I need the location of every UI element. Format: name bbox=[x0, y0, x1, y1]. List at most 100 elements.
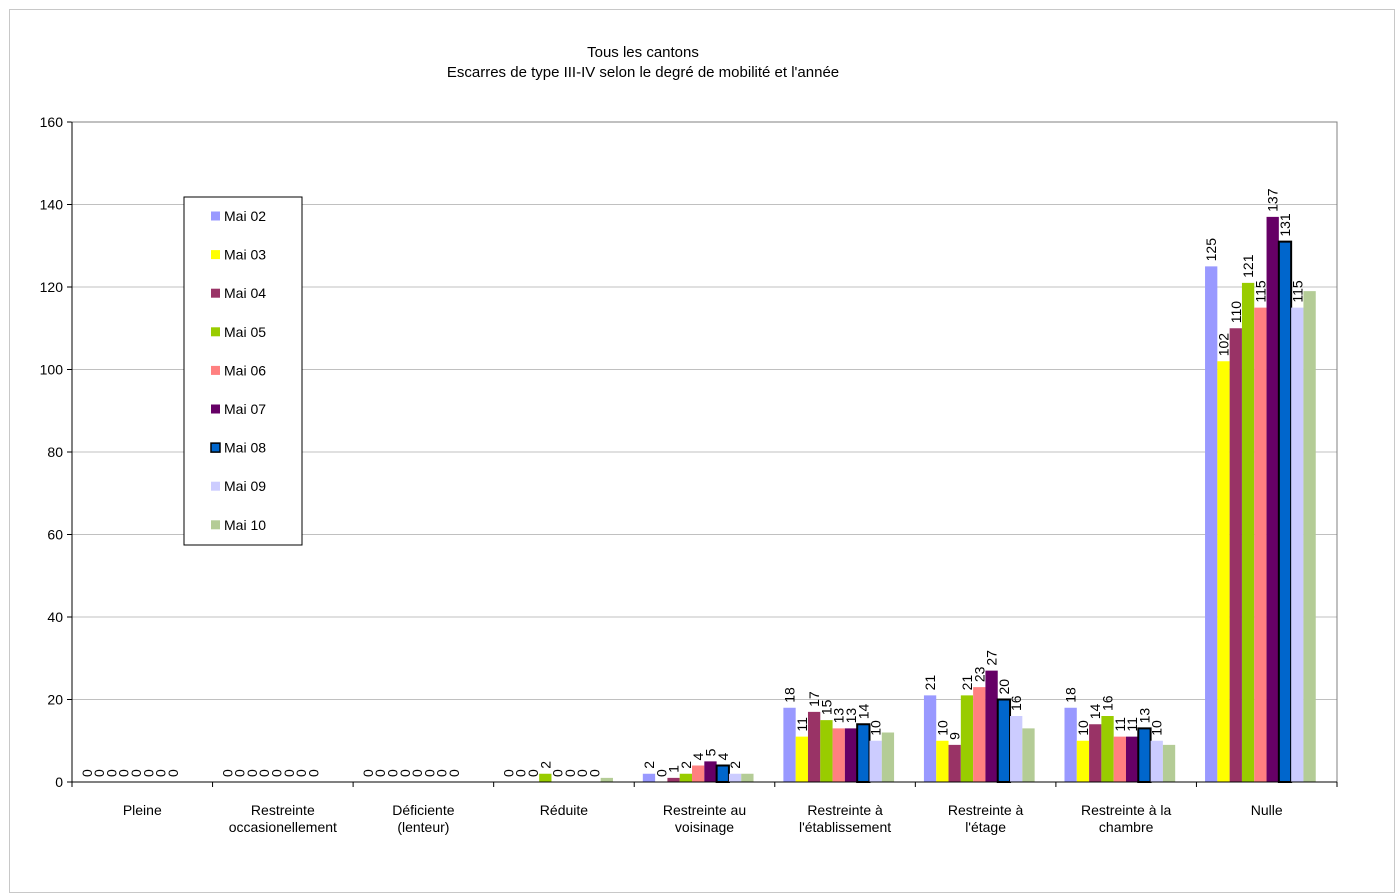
bar bbox=[881, 732, 895, 782]
bar bbox=[1150, 740, 1163, 782]
bar bbox=[1113, 736, 1126, 782]
category-label: (lenteur) bbox=[397, 819, 449, 835]
y-tick-label: 20 bbox=[47, 692, 63, 708]
bar bbox=[832, 728, 845, 782]
data-label: 121 bbox=[1240, 254, 1256, 278]
bar bbox=[1291, 307, 1304, 782]
data-label: 0 bbox=[293, 769, 309, 777]
data-label: 10 bbox=[1149, 720, 1165, 736]
bar bbox=[1010, 716, 1023, 782]
bar bbox=[692, 765, 705, 782]
legend-label: Mai 09 bbox=[224, 478, 266, 494]
category-label: Déficiente bbox=[392, 802, 454, 818]
legend-swatch bbox=[211, 365, 220, 375]
legend-label: Mai 06 bbox=[224, 362, 266, 378]
data-label: 115 bbox=[1289, 280, 1305, 303]
legend-swatch bbox=[211, 481, 220, 491]
data-label: 0 bbox=[269, 769, 285, 777]
legend-label: Mai 08 bbox=[224, 440, 266, 456]
data-label: 15 bbox=[818, 699, 834, 715]
bar bbox=[985, 670, 998, 782]
bar bbox=[728, 773, 742, 782]
data-label: 16 bbox=[1100, 695, 1116, 711]
data-label: 13 bbox=[831, 708, 847, 724]
bar bbox=[936, 740, 949, 782]
bar bbox=[1125, 736, 1139, 782]
data-label: 0 bbox=[513, 769, 529, 777]
data-label: 4 bbox=[715, 753, 731, 761]
data-label: 2 bbox=[678, 761, 694, 769]
data-label: 2 bbox=[641, 761, 657, 769]
data-label: 110 bbox=[1228, 301, 1244, 324]
category-label: Pleine bbox=[123, 802, 162, 818]
bar bbox=[642, 773, 656, 782]
y-tick-label: 160 bbox=[40, 114, 64, 130]
data-label: 0 bbox=[128, 769, 144, 777]
bar bbox=[1241, 282, 1255, 782]
data-label: 131 bbox=[1277, 213, 1293, 237]
category-label: Restreinte au bbox=[663, 802, 746, 818]
data-label: 11 bbox=[794, 717, 810, 732]
data-label: 0 bbox=[153, 769, 169, 777]
data-label: 0 bbox=[550, 769, 566, 777]
y-tick-label: 100 bbox=[40, 362, 64, 378]
bar bbox=[1254, 307, 1267, 782]
bar bbox=[1076, 740, 1090, 782]
legend-swatch bbox=[211, 404, 220, 414]
data-label: 0 bbox=[397, 769, 413, 777]
data-label: 0 bbox=[281, 769, 297, 777]
legend: Mai 02 Mai 03 Mai 04 Mai 05 Mai 06 Mai 07 Mai … bbox=[183, 196, 303, 546]
bar bbox=[667, 777, 680, 782]
data-label: 2 bbox=[727, 761, 743, 769]
data-label: 21 bbox=[922, 675, 938, 691]
bar bbox=[960, 695, 974, 782]
data-label: 0 bbox=[384, 769, 400, 777]
chart-title: Tous les cantons bbox=[587, 44, 699, 61]
y-tick-label: 140 bbox=[40, 197, 64, 213]
bar bbox=[741, 773, 754, 782]
bar bbox=[1205, 266, 1218, 782]
bar bbox=[1277, 240, 1293, 783]
data-label: 10 bbox=[868, 720, 884, 736]
data-label: 23 bbox=[971, 666, 987, 682]
y-tick-label: 40 bbox=[47, 609, 63, 625]
category-label: voisinage bbox=[675, 819, 734, 835]
data-label: 0 bbox=[256, 769, 272, 777]
data-label: 0 bbox=[587, 769, 603, 777]
legend-label: Mai 07 bbox=[224, 401, 266, 417]
data-label: 18 bbox=[782, 687, 798, 703]
bar bbox=[783, 707, 796, 782]
legend-swatch bbox=[211, 211, 220, 221]
data-label: 17 bbox=[806, 691, 822, 707]
category-label: Nulle bbox=[1251, 802, 1283, 818]
data-label: 0 bbox=[421, 769, 437, 777]
bar bbox=[973, 687, 986, 782]
data-label: 0 bbox=[244, 769, 260, 777]
legend-label: Mai 02 bbox=[224, 208, 266, 224]
data-label: 0 bbox=[372, 769, 388, 777]
data-label: 0 bbox=[434, 769, 450, 777]
bar bbox=[1266, 216, 1279, 782]
data-label: 0 bbox=[91, 769, 107, 777]
data-label: 102 bbox=[1215, 333, 1231, 357]
data-label: 27 bbox=[984, 650, 1000, 666]
data-label: 4 bbox=[690, 753, 706, 761]
bar bbox=[948, 744, 961, 782]
category-label: Restreinte bbox=[251, 802, 315, 818]
data-label: 11 bbox=[1112, 717, 1128, 732]
y-tick-label: 120 bbox=[40, 279, 64, 295]
legend-swatch bbox=[211, 288, 220, 298]
bar bbox=[1162, 744, 1176, 782]
bar bbox=[1101, 716, 1114, 782]
bar bbox=[704, 761, 717, 782]
data-label: 0 bbox=[103, 769, 119, 777]
data-label: 0 bbox=[500, 769, 516, 777]
data-label: 0 bbox=[79, 769, 95, 777]
bar bbox=[1089, 724, 1102, 782]
data-label: 2 bbox=[537, 761, 553, 769]
bar bbox=[1217, 361, 1230, 782]
data-label: 14 bbox=[855, 703, 871, 719]
data-label: 125 bbox=[1203, 238, 1219, 262]
data-label: 137 bbox=[1265, 188, 1281, 212]
